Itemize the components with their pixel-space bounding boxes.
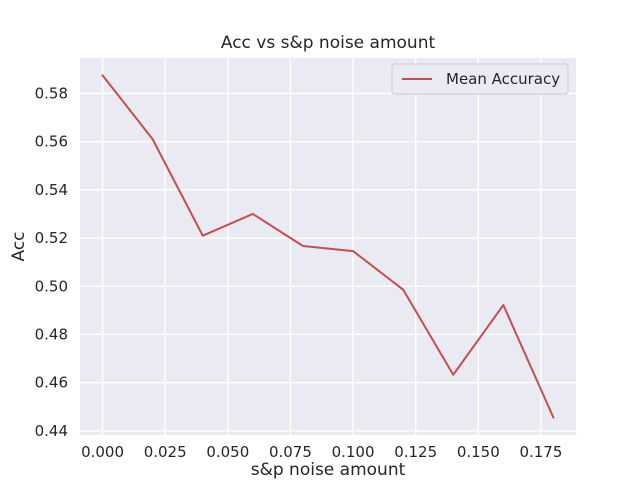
x-axis-title: s&p noise amount <box>251 460 406 480</box>
legend: Mean Accuracy <box>391 63 569 95</box>
plot-area <box>80 58 576 435</box>
y-tick-label: 0.44 <box>35 422 68 440</box>
y-tick-label: 0.56 <box>35 133 68 151</box>
series-layer <box>101 74 555 419</box>
chart-title: Acc vs s&p noise amount <box>221 33 436 53</box>
grid <box>80 58 576 435</box>
x-tick-label: 0.150 <box>457 443 500 461</box>
y-tick-labels: 0.44 0.46 0.48 0.50 0.52 0.54 0.56 0.58 <box>35 84 68 439</box>
series-line-0 <box>101 74 555 419</box>
x-tick-label: 0.050 <box>206 443 249 461</box>
y-axis-title: Acc <box>9 231 29 261</box>
y-tick-label: 0.54 <box>35 181 68 199</box>
y-tick-label: 0.52 <box>35 229 68 247</box>
legend-box <box>391 63 569 95</box>
legend-label-mean-accuracy: Mean Accuracy <box>446 70 560 88</box>
x-tick-label: 0.075 <box>269 443 312 461</box>
x-tick-label: 0.100 <box>332 443 375 461</box>
x-tick-label: 0.025 <box>144 443 187 461</box>
y-tick-label: 0.46 <box>35 374 68 392</box>
y-tick-label: 0.50 <box>35 277 68 295</box>
y-tick-label: 0.48 <box>35 325 68 343</box>
x-tick-labels: 0.000 0.025 0.050 0.075 0.100 0.125 0.150 0.175 <box>81 443 562 461</box>
x-tick-label: 0.175 <box>519 443 562 461</box>
y-tick-label: 0.58 <box>35 84 68 102</box>
x-tick-label: 0.125 <box>394 443 437 461</box>
x-tick-label: 0.000 <box>81 443 124 461</box>
